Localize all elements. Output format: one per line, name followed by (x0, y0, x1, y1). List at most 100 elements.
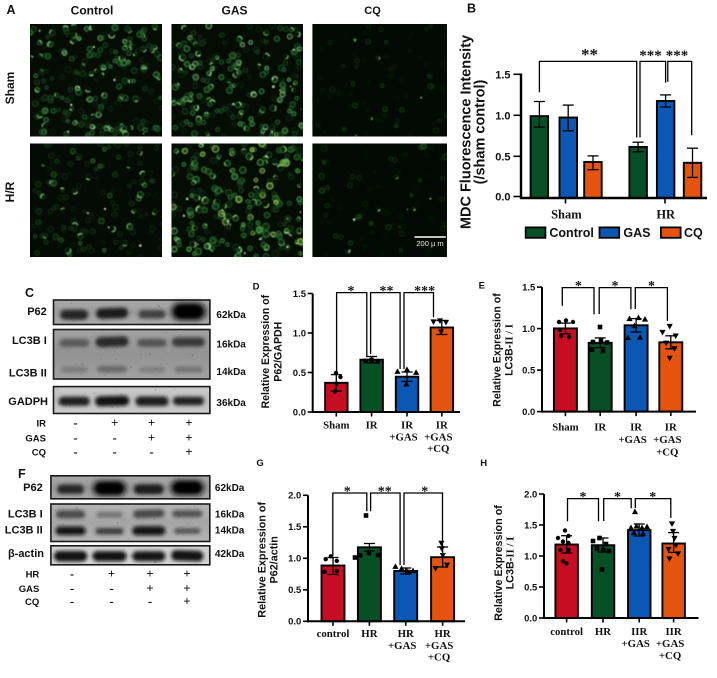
svg-text:GAS: GAS (623, 226, 650, 240)
svg-text:LC3B II: LC3B II (9, 367, 47, 379)
svg-text:*: * (612, 279, 619, 294)
svg-text:0.0: 0.0 (524, 613, 537, 624)
svg-text:Relative Expression of: Relative Expression of (491, 293, 503, 407)
svg-text:(/sham control): (/sham control) (472, 79, 488, 184)
svg-text:LC3B II: LC3B II (5, 524, 43, 536)
svg-text:Sham: Sham (552, 422, 578, 434)
svg-text:P62: P62 (27, 306, 47, 318)
svg-text:-: - (73, 415, 77, 430)
svg-text:2.0: 2.0 (524, 489, 537, 500)
svg-text:+: + (185, 415, 192, 430)
svg-text:*: * (421, 485, 428, 500)
svg-text:LC3B I: LC3B I (12, 335, 47, 347)
svg-text:*: * (344, 485, 351, 500)
svg-text:1.0: 1.0 (495, 110, 510, 122)
svg-text:+GAS: +GAS (618, 434, 646, 446)
svg-text:GAS: GAS (25, 434, 46, 445)
svg-text:0.5: 0.5 (495, 151, 510, 163)
svg-text:+: + (108, 566, 115, 581)
svg-text:MDC Fluorescence Intensity: MDC Fluorescence Intensity (458, 35, 474, 229)
svg-text:CQ: CQ (32, 448, 46, 459)
svg-text:+: + (183, 594, 190, 609)
svg-text:***: *** (639, 48, 662, 64)
svg-text:IR: IR (366, 420, 378, 432)
svg-text:-: - (70, 566, 74, 581)
svg-text:1.0: 1.0 (288, 554, 301, 565)
svg-text:*: * (648, 279, 655, 294)
svg-text:+: + (183, 566, 190, 581)
svg-text:1.5: 1.5 (524, 520, 538, 531)
svg-text:LC3B-II / I: LC3B-II / I (504, 537, 516, 590)
svg-text:+: + (146, 581, 153, 596)
svg-text:+GAS: +GAS (425, 640, 453, 652)
svg-text:*: * (649, 490, 656, 505)
svg-text:1.5: 1.5 (522, 283, 536, 294)
svg-text:1.5: 1.5 (495, 69, 510, 81)
svg-text:+: + (146, 566, 153, 581)
svg-text:*: * (580, 490, 587, 505)
svg-text:1.0: 1.0 (524, 551, 537, 562)
svg-text:+GAS: +GAS (653, 434, 681, 446)
svg-text:*: * (614, 490, 621, 505)
svg-text:62kDa: 62kDa (215, 483, 245, 494)
svg-text:+GAS: +GAS (388, 640, 416, 652)
svg-text:+: + (148, 430, 155, 445)
svg-text:Relative Expression of: Relative Expression of (493, 505, 505, 621)
svg-text:16kDa: 16kDa (215, 510, 245, 521)
svg-text:IIR: IIR (665, 626, 681, 638)
svg-text:IR: IR (37, 419, 47, 430)
svg-text:HR: HR (595, 626, 611, 638)
svg-text:+GAS: +GAS (622, 638, 650, 650)
svg-text:0.0: 0.0 (293, 407, 306, 418)
svg-text:2.0: 2.0 (288, 491, 301, 502)
svg-text:control: control (550, 626, 583, 638)
svg-text:-: - (148, 594, 152, 609)
svg-text:CQ: CQ (684, 226, 703, 240)
svg-text:1.5: 1.5 (288, 522, 302, 533)
svg-text:A: A (7, 3, 16, 17)
svg-text:+CQ: +CQ (656, 447, 678, 459)
svg-text:IR: IR (401, 420, 413, 432)
svg-text:+: + (111, 415, 118, 430)
svg-text:LC3B I: LC3B I (8, 509, 43, 521)
svg-text:GADPH: GADPH (8, 396, 48, 408)
svg-text:**: ** (380, 284, 394, 299)
svg-text:14kDa: 14kDa (215, 525, 245, 536)
svg-text:-: - (70, 581, 74, 596)
svg-text:+: + (183, 581, 190, 596)
svg-text:+GAS: +GAS (424, 431, 452, 443)
svg-text:control: control (317, 628, 350, 640)
svg-text:+: + (148, 415, 155, 430)
svg-text:IIR: IIR (631, 626, 647, 638)
svg-text:Sham: Sham (323, 420, 349, 432)
svg-text:0.5: 0.5 (288, 585, 302, 596)
svg-text:-: - (70, 594, 74, 609)
svg-text:14kDa: 14kDa (216, 367, 246, 378)
svg-text:+CQ: +CQ (659, 650, 681, 662)
svg-text:-: - (109, 581, 113, 596)
svg-text:+CQ: +CQ (428, 652, 450, 664)
svg-text:HR: HR (398, 628, 414, 640)
svg-text:C: C (25, 286, 34, 300)
svg-text:0.5: 0.5 (524, 582, 538, 593)
svg-text:P62: P62 (23, 482, 43, 494)
svg-text:Control: Control (549, 226, 593, 240)
svg-text:-: - (109, 594, 113, 609)
svg-text:0.0: 0.0 (495, 191, 510, 203)
svg-text:Sham: Sham (551, 208, 582, 222)
svg-text:D: D (253, 282, 260, 293)
svg-text:-: - (113, 444, 117, 459)
svg-text:0.5: 0.5 (293, 368, 307, 379)
svg-text:+GAS: +GAS (389, 431, 417, 443)
svg-text:HR: HR (434, 628, 450, 640)
svg-text:B: B (467, 2, 476, 16)
svg-text:-: - (73, 444, 77, 459)
svg-text:-: - (73, 430, 77, 445)
svg-text:P62/actin: P62/actin (269, 536, 281, 583)
svg-text:0.0: 0.0 (522, 407, 535, 418)
svg-text:+GAS: +GAS (656, 638, 684, 650)
svg-text:16kDa: 16kDa (216, 339, 246, 350)
svg-text:IR: IR (665, 422, 677, 434)
svg-text:+CQ: +CQ (427, 443, 449, 455)
svg-text:1.0: 1.0 (522, 324, 535, 335)
